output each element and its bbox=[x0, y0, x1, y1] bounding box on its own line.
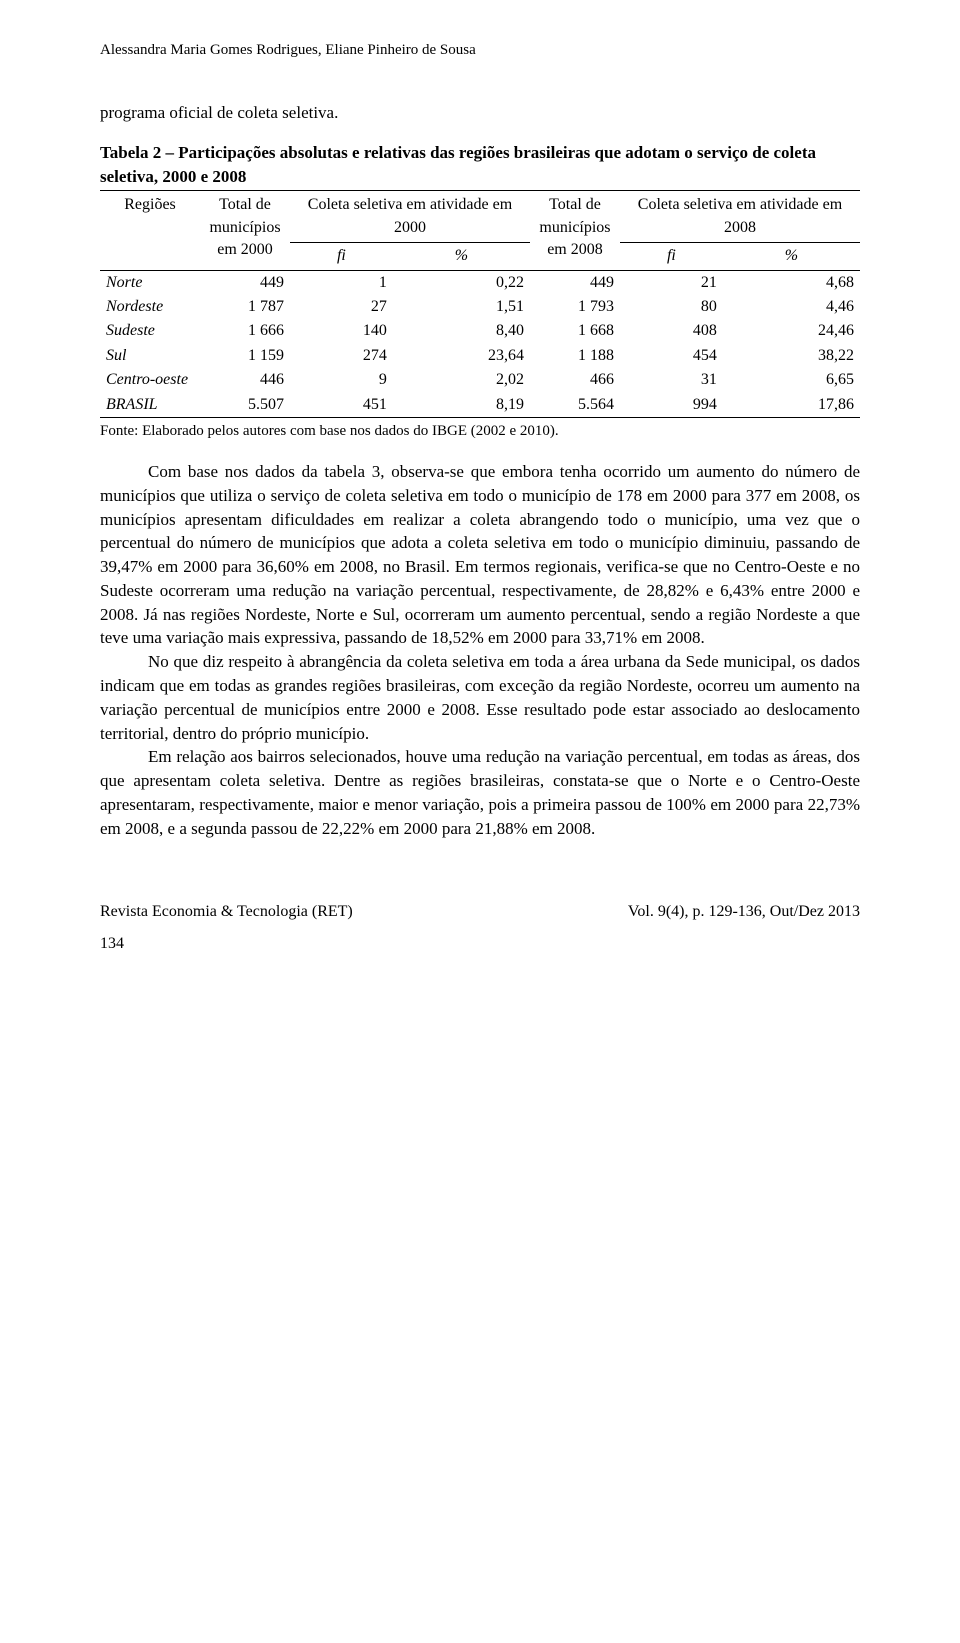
table-row: Sudeste 1 666 140 8,40 1 668 408 24,46 bbox=[100, 319, 860, 343]
table-row: Centro-oeste 446 9 2,02 466 31 6,65 bbox=[100, 368, 860, 392]
cell: 449 bbox=[200, 270, 290, 295]
cell: 1 793 bbox=[530, 295, 620, 319]
th-regioes: Regiões bbox=[100, 191, 200, 270]
cell: 1 159 bbox=[200, 344, 290, 368]
cell: 31 bbox=[620, 368, 723, 392]
th-pct1: % bbox=[393, 243, 530, 270]
cell: 38,22 bbox=[723, 344, 860, 368]
cell: 4,68 bbox=[723, 270, 860, 295]
th-fi2: fi bbox=[620, 243, 723, 270]
body-text: Com base nos dados da tabela 3, observa-… bbox=[100, 462, 860, 648]
cell: 140 bbox=[290, 319, 393, 343]
cell: 1 668 bbox=[530, 319, 620, 343]
cell: 9 bbox=[290, 368, 393, 392]
cell: 4,46 bbox=[723, 295, 860, 319]
cell: 1 188 bbox=[530, 344, 620, 368]
th-total2000: Total de municípios em 2000 bbox=[200, 191, 290, 270]
cell: BRASIL bbox=[100, 393, 200, 418]
cell: Sudeste bbox=[100, 319, 200, 343]
table-source: Fonte: Elaborado pelos autores com base … bbox=[100, 421, 860, 442]
th-coleta2008: Coleta seletiva em atividade em 2008 bbox=[620, 191, 860, 243]
cell: 0,22 bbox=[393, 270, 530, 295]
intro-line: programa oficial de coleta seletiva. bbox=[100, 101, 860, 125]
cell: 274 bbox=[290, 344, 393, 368]
cell: 466 bbox=[530, 368, 620, 392]
table-row: Sul 1 159 274 23,64 1 188 454 38,22 bbox=[100, 344, 860, 368]
cell: 21 bbox=[620, 270, 723, 295]
cell: 80 bbox=[620, 295, 723, 319]
cell: 5.507 bbox=[200, 393, 290, 418]
cell: 1,51 bbox=[393, 295, 530, 319]
cell: 994 bbox=[620, 393, 723, 418]
cell: 27 bbox=[290, 295, 393, 319]
table-row: Norte 449 1 0,22 449 21 4,68 bbox=[100, 270, 860, 295]
data-table: Regiões Total de municípios em 2000 Cole… bbox=[100, 190, 860, 418]
cell: 2,02 bbox=[393, 368, 530, 392]
cell: 6,65 bbox=[723, 368, 860, 392]
cell: 1 666 bbox=[200, 319, 290, 343]
body-para-2: No que diz respeito à abrangência da col… bbox=[100, 650, 860, 745]
th-total2008: Total de municípios em 2008 bbox=[530, 191, 620, 270]
cell: 1 bbox=[290, 270, 393, 295]
th-pct2: % bbox=[723, 243, 860, 270]
body-para-1: Com base nos dados da tabela 3, observa-… bbox=[100, 460, 860, 650]
cell: 8,19 bbox=[393, 393, 530, 418]
table-row: Nordeste 1 787 27 1,51 1 793 80 4,46 bbox=[100, 295, 860, 319]
cell: 449 bbox=[530, 270, 620, 295]
body-para-3: Em relação aos bairros selecionados, hou… bbox=[100, 745, 860, 840]
cell: 446 bbox=[200, 368, 290, 392]
cell: 8,40 bbox=[393, 319, 530, 343]
page-number: 134 bbox=[100, 933, 860, 955]
issue-info: Vol. 9(4), p. 129-136, Out/Dez 2013 bbox=[628, 901, 860, 923]
cell: 454 bbox=[620, 344, 723, 368]
cell: 5.564 bbox=[530, 393, 620, 418]
cell: 451 bbox=[290, 393, 393, 418]
cell: 408 bbox=[620, 319, 723, 343]
cell: 23,64 bbox=[393, 344, 530, 368]
cell: Centro-oeste bbox=[100, 368, 200, 392]
table-row: BRASIL 5.507 451 8,19 5.564 994 17,86 bbox=[100, 393, 860, 418]
body-text: No que diz respeito à abrangência da col… bbox=[100, 652, 860, 742]
table-title: Tabela 2 – Participações absolutas e rel… bbox=[100, 141, 860, 189]
body-text: Em relação aos bairros selecionados, hou… bbox=[100, 747, 860, 837]
cell: Nordeste bbox=[100, 295, 200, 319]
cell: 1 787 bbox=[200, 295, 290, 319]
cell: Sul bbox=[100, 344, 200, 368]
cell: Norte bbox=[100, 270, 200, 295]
th-fi1: fi bbox=[290, 243, 393, 270]
journal-name: Revista Economia & Tecnologia (RET) bbox=[100, 901, 353, 923]
footer: Revista Economia & Tecnologia (RET) Vol.… bbox=[100, 901, 860, 923]
authors-line: Alessandra Maria Gomes Rodrigues, Eliane… bbox=[100, 40, 860, 61]
th-coleta2000: Coleta seletiva em atividade em 2000 bbox=[290, 191, 530, 243]
cell: 24,46 bbox=[723, 319, 860, 343]
cell: 17,86 bbox=[723, 393, 860, 418]
